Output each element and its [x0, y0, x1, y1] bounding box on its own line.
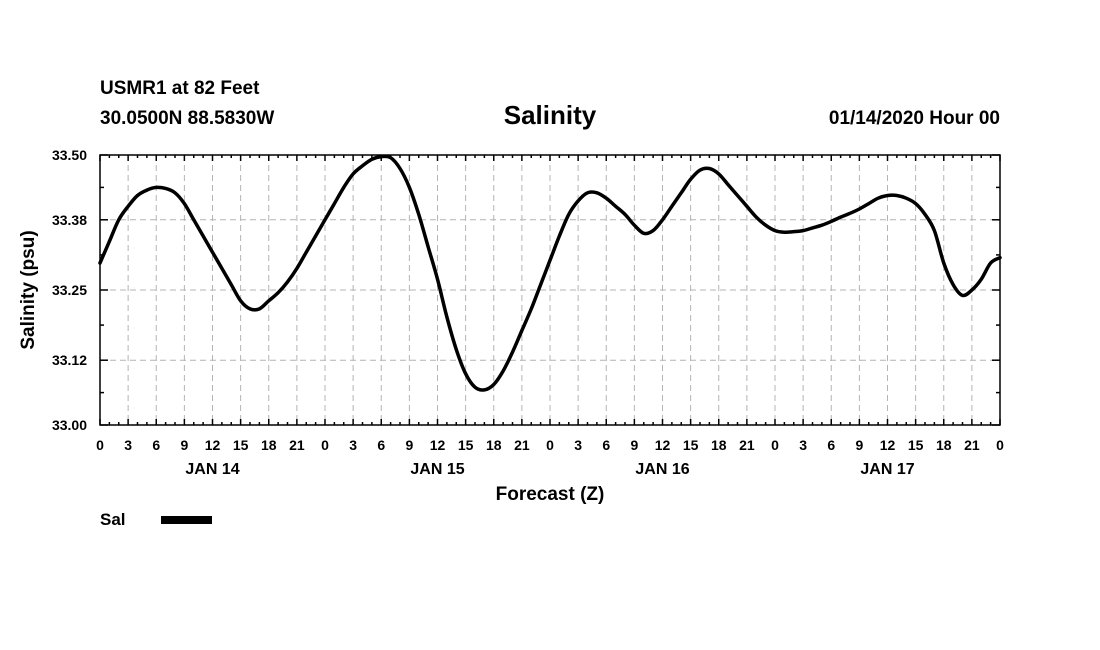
grid — [100, 155, 1000, 425]
x-tick-label: 12 — [655, 437, 671, 453]
datetime-label: 01/14/2020 Hour 00 — [829, 108, 1000, 129]
x-tick-label: 15 — [683, 437, 699, 453]
x-tick-label: 3 — [799, 437, 807, 453]
x-tick-label: 21 — [964, 437, 980, 453]
x-tick-label: 18 — [261, 437, 277, 453]
x-tick-label: 12 — [205, 437, 221, 453]
y-tick-label: 33.00 — [52, 417, 87, 433]
x-tick-label: 21 — [514, 437, 530, 453]
x-tick-label: 12 — [880, 437, 896, 453]
x-tick-label: 12 — [430, 437, 446, 453]
x-tick-label: 3 — [124, 437, 132, 453]
day-label: JAN 17 — [860, 461, 914, 478]
x-tick-label: 9 — [180, 437, 188, 453]
chart-title: Salinity — [504, 100, 597, 130]
legend-swatch — [161, 516, 212, 524]
x-tick-label: 3 — [349, 437, 357, 453]
x-tick-label: 9 — [405, 437, 413, 453]
legend: Sal — [100, 510, 212, 529]
x-tick-label: 18 — [486, 437, 502, 453]
x-tick-label: 9 — [855, 437, 863, 453]
x-tick-label: 9 — [630, 437, 638, 453]
x-tick-label: 0 — [321, 437, 329, 453]
station-label: USMR1 at 82 Feet — [100, 78, 260, 99]
day-label: JAN 14 — [185, 461, 239, 478]
y-axis-label: Salinity (psu) — [18, 230, 39, 349]
day-label: JAN 15 — [410, 461, 464, 478]
x-tick-label: 6 — [602, 437, 610, 453]
x-tick-label: 18 — [936, 437, 952, 453]
y-tick-label: 33.50 — [52, 147, 87, 163]
series-layer — [98, 154, 1002, 392]
x-tick-label: 6 — [377, 437, 385, 453]
series-line-sal — [98, 154, 1002, 392]
y-axis: 33.00 33.12 33.25 33.38 33.50 — [52, 147, 1000, 433]
x-axis-label: Forecast (Z) — [496, 484, 605, 505]
day-label: JAN 16 — [635, 461, 689, 478]
x-tick-label: 21 — [739, 437, 755, 453]
x-tick-label: 0 — [96, 437, 104, 453]
x-tick-label: 18 — [711, 437, 727, 453]
x-tick-label: 6 — [827, 437, 835, 453]
x-tick-label: 15 — [233, 437, 249, 453]
x-tick-label: 0 — [996, 437, 1004, 453]
x-tick-label: 15 — [908, 437, 924, 453]
x-tick-label: 21 — [289, 437, 305, 453]
y-tick-label: 33.25 — [52, 282, 87, 298]
coordinates-label: 30.0500N 88.5830W — [100, 108, 274, 129]
y-tick-label: 33.12 — [52, 352, 87, 368]
x-tick-label: 6 — [152, 437, 160, 453]
plot-frame — [99, 154, 1001, 426]
x-tick-label: 0 — [771, 437, 779, 453]
x-tick-label: 3 — [574, 437, 582, 453]
x-tick-label: 15 — [458, 437, 474, 453]
y-tick-label: 33.38 — [52, 212, 87, 228]
legend-label: Sal — [100, 510, 126, 529]
x-tick-label: 0 — [546, 437, 554, 453]
